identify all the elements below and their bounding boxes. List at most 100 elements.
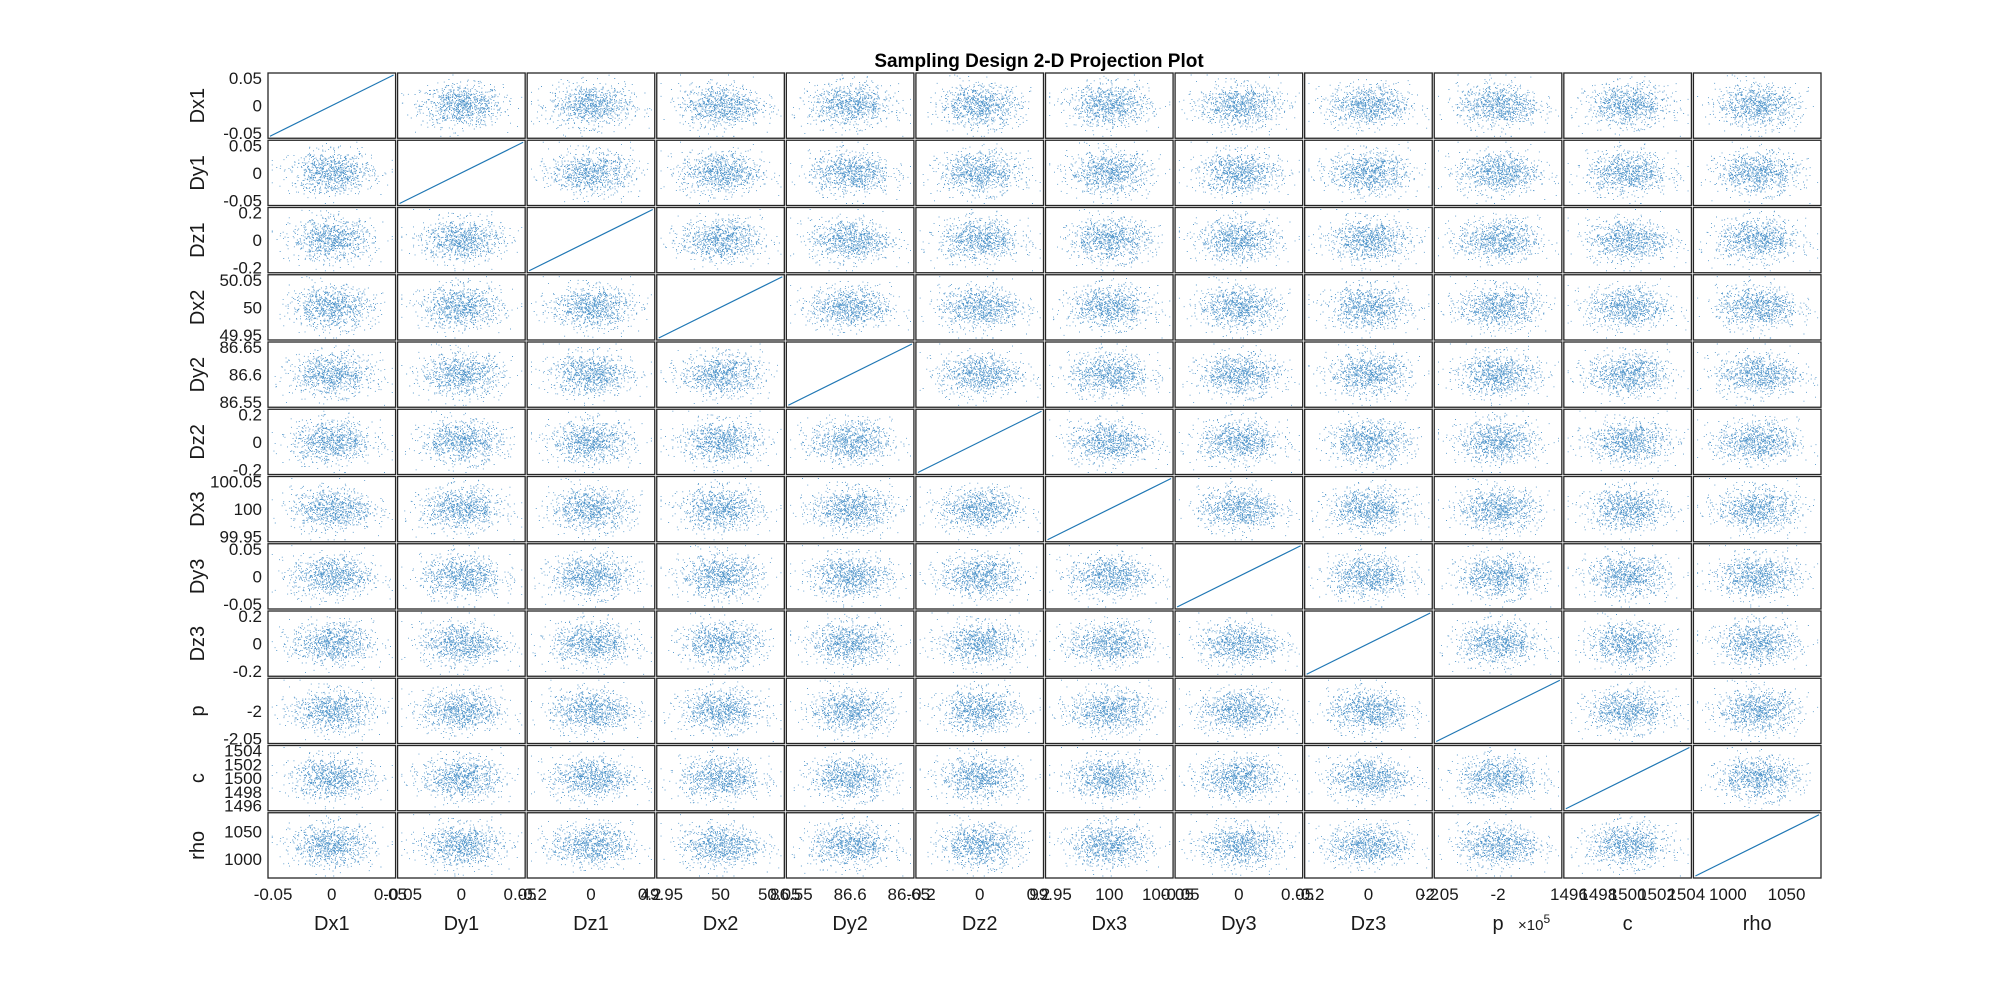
panel-Dy3-vs-Dx3	[1044, 543, 1174, 610]
panel-frame	[396, 543, 526, 610]
panel-frame	[1563, 139, 1693, 207]
scatter-points	[790, 478, 911, 539]
panel-Dx2-vs-rho	[1692, 274, 1822, 341]
panel-Dy1-vs-Dz3	[1304, 139, 1433, 207]
scatter-points	[790, 612, 911, 675]
scatter-points	[790, 414, 911, 470]
panel-frame	[1433, 610, 1563, 677]
scatter-points	[660, 141, 782, 204]
scatter-points	[919, 679, 1041, 742]
scatter-points	[660, 478, 782, 541]
panel-rho-vs-c	[1563, 812, 1693, 879]
scatter-points	[531, 141, 649, 203]
scatter-points	[919, 276, 1041, 339]
y-axis-label: Dx2	[187, 290, 209, 326]
y-axis-label: Dz3	[187, 626, 209, 662]
diagonal-line	[528, 208, 654, 272]
x-axis-label: Dy2	[832, 913, 868, 935]
y-tick-label: 1498	[224, 783, 262, 802]
panel-frame	[656, 341, 785, 408]
scatter-points	[1441, 545, 1559, 608]
panel-Dz3-vs-Dy3	[1174, 610, 1304, 677]
panel-frame	[1044, 72, 1174, 139]
x-axis-label: Dx1	[314, 913, 350, 935]
panel-frame	[1433, 341, 1563, 408]
panel-Dx3-vs-Dx1	[267, 475, 397, 543]
chart-title: Sampling Design 2-D Projection Plot	[874, 51, 1204, 72]
scatter-points	[531, 612, 652, 675]
scatter-points	[271, 209, 393, 272]
panel-Dz3-vs-Dx1	[267, 610, 397, 677]
panel-Dz1-vs-Dx1	[267, 206, 397, 274]
scatter-points	[531, 818, 652, 873]
scatter-points	[791, 74, 911, 137]
panel-frame	[915, 139, 1045, 207]
y-tick-label: 1000	[224, 850, 262, 869]
panel-frame	[267, 475, 397, 543]
panel-frame	[1304, 677, 1433, 745]
scatter-points	[1697, 545, 1819, 608]
panel-frame	[1563, 206, 1693, 274]
x-tick-label: -0.2	[906, 885, 935, 904]
scatter-points	[1178, 814, 1300, 876]
scatter-points	[1438, 410, 1559, 473]
diagonal-line	[269, 74, 394, 137]
scatter-points	[1697, 414, 1819, 470]
panel-p-vs-c	[1563, 677, 1693, 745]
panel-p-vs-Dz2	[915, 677, 1045, 745]
panel-Dz1-vs-rho	[1692, 206, 1822, 274]
scatter-points	[401, 276, 523, 339]
scatter-points	[405, 410, 515, 473]
panel-frame	[915, 677, 1045, 745]
panel-Dy3-vs-Dz2	[915, 543, 1045, 610]
y-tick-label: 50	[243, 298, 262, 317]
x-axis-label: rho	[1743, 913, 1772, 935]
panel-Dx2-vs-c	[1563, 274, 1693, 341]
panel-Dy1-vs-p	[1433, 139, 1563, 207]
scatter-points	[1567, 478, 1689, 541]
panel-Dz2-vs-c	[1563, 408, 1693, 476]
panel-Dz3-vs-Dx3	[1044, 610, 1174, 677]
x-tick-label: 1496	[1550, 885, 1588, 904]
y-tick-label: 86.55	[219, 393, 262, 412]
scatter-points	[1697, 343, 1819, 406]
panel-Dx1-vs-Dy1	[396, 72, 526, 139]
y-tick-label: 1502	[224, 755, 262, 774]
panel-Dx1-vs-rho	[1692, 72, 1822, 139]
panel-Dz1-vs-Dy2	[785, 206, 915, 274]
y-tick-label: 86.6	[229, 366, 262, 385]
scatter-points	[919, 482, 1041, 541]
x-axis-label: Dz3	[1351, 913, 1387, 935]
panel-frame	[915, 206, 1045, 274]
panel-frame	[526, 543, 656, 610]
panel-frame	[785, 812, 915, 879]
scatter-points	[1178, 612, 1300, 675]
panel-frame	[785, 475, 915, 543]
y-tick-label: 0.05	[229, 540, 262, 559]
panel-rho-vs-Dz1	[526, 812, 656, 879]
panel-frame	[785, 72, 915, 139]
y-tick-label: 0	[253, 231, 262, 250]
panel-Dz1-vs-Dx2	[656, 206, 785, 274]
scatter-points	[401, 612, 523, 675]
panel-Dz2-vs-Dx3	[1044, 408, 1174, 476]
panel-frame	[1174, 408, 1304, 476]
panel-frame	[1304, 543, 1433, 610]
panel-frame	[267, 610, 397, 677]
panel-frame	[1563, 812, 1693, 879]
panel-Dx2-vs-p	[1433, 274, 1563, 341]
scatter-points	[1178, 74, 1300, 136]
panel-frame	[526, 341, 656, 408]
scatter-points	[1570, 814, 1689, 877]
panel-frame	[1174, 610, 1304, 677]
scatter-points	[1697, 478, 1815, 539]
panel-frame	[267, 812, 397, 879]
panel-Dy1-vs-c	[1563, 139, 1693, 207]
panel-Dx3-vs-Dz3	[1304, 475, 1433, 543]
scatter-points	[1049, 814, 1171, 877]
scatter-points	[274, 345, 393, 406]
scatter-points	[1438, 141, 1559, 204]
panel-frame	[1563, 408, 1693, 476]
x-tick-label: -0.2	[1295, 885, 1324, 904]
scatter-points	[1308, 209, 1430, 272]
